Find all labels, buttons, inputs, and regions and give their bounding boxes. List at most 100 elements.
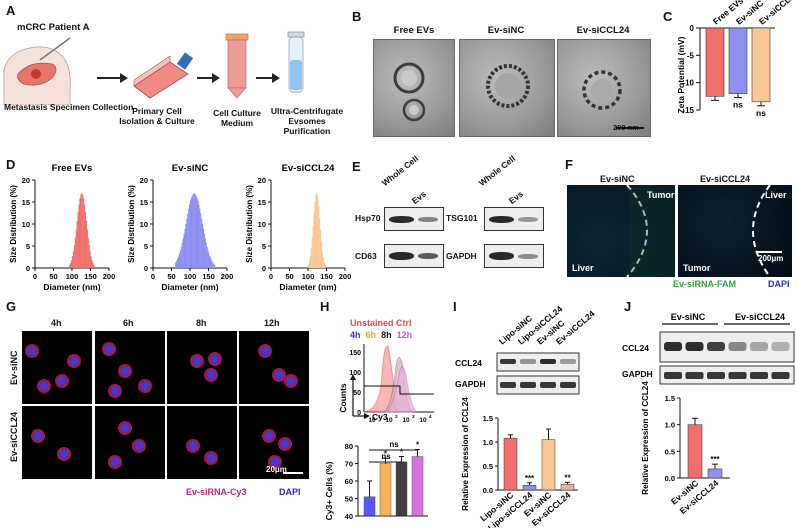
size-dist-bar xyxy=(199,208,201,268)
i-bar xyxy=(541,439,556,491)
size-dist-bar xyxy=(189,204,191,268)
e-label-tsg101: TSG101 xyxy=(446,213,478,223)
size-dist-bar xyxy=(81,193,83,268)
size-dist-bar xyxy=(78,204,80,268)
f-legend-blue: DAPI xyxy=(768,279,790,289)
cy3-ytick-label: 70 xyxy=(345,460,353,469)
cell-nucleus xyxy=(207,454,215,462)
e-label-cd63: CD63 xyxy=(355,251,377,261)
size-dist-bar xyxy=(177,256,180,268)
cy3-bar xyxy=(411,456,424,517)
centrifuge-tube-icon xyxy=(287,31,305,93)
size-dist-bar xyxy=(321,251,323,268)
cy3-bar xyxy=(363,496,376,517)
confocal-image xyxy=(167,331,237,404)
size-dist-xtick-label: 0 xyxy=(269,272,273,281)
svg-text:Cy3: Cy3 xyxy=(372,412,388,422)
e-col-evs-left: Evs xyxy=(409,188,428,206)
i-band-gapdh xyxy=(520,382,536,388)
flow-xtick-exponent: 2 xyxy=(395,414,398,419)
j-band-gapdh xyxy=(771,372,790,379)
size-dist-bar xyxy=(209,256,211,268)
h-legend-4h: 4h xyxy=(350,330,361,340)
j-label-ccl24: CCL24 xyxy=(622,343,649,353)
h-legend-title: Unstained Ctrl xyxy=(350,318,412,328)
size-dist-bar xyxy=(308,260,311,268)
size-dist-bar xyxy=(191,195,193,268)
e-col-evs-right: Evs xyxy=(506,188,525,206)
flow-xtick-label: 10 xyxy=(402,417,410,424)
j-bar xyxy=(707,468,723,479)
g-time-8h: 8h xyxy=(196,318,207,328)
i-ylabel: Relative Expression of CCL24 xyxy=(461,397,470,511)
blot-tsg101 xyxy=(484,207,544,231)
blot-ccl24-j xyxy=(659,331,795,363)
zeta-sig-label: ns xyxy=(756,108,766,118)
e-col-wholecell-right: Whole Cell xyxy=(476,153,518,188)
cell-nucleus xyxy=(111,387,119,395)
size-dist-bar xyxy=(198,204,200,268)
f-tag-tumor-right: Tumor xyxy=(683,263,711,273)
size-dist-ytick-label: 10 xyxy=(22,220,30,229)
size-dist-bar xyxy=(86,229,88,268)
step-label-2: Primary Cell Isolation & Culture xyxy=(119,106,195,126)
size-dist-xlabel: Diameter (nm) xyxy=(161,282,218,292)
j-ytick-label: 1.0 xyxy=(665,421,675,430)
size-dist-bar xyxy=(84,204,86,268)
cy3-ytick-label: 40 xyxy=(345,512,353,521)
size-dist-ytick-label: 15 xyxy=(258,198,266,207)
size-dist-bar xyxy=(180,246,182,268)
cell-nucleus xyxy=(121,367,129,375)
cy3-star: * xyxy=(384,449,388,458)
size-dist-bar xyxy=(186,218,188,268)
flow-xtick-label: 10 xyxy=(419,417,427,424)
cy3-sig-label: ns xyxy=(389,440,399,449)
cell-nucleus xyxy=(40,382,48,390)
medium-tube-icon xyxy=(225,33,249,99)
confocal-image xyxy=(167,406,237,479)
panel-label-j: J xyxy=(624,299,632,314)
panel-label-b: B xyxy=(352,9,362,24)
cy3-star: * xyxy=(400,448,404,457)
size-dist-bar xyxy=(313,212,315,268)
size-dist-bar xyxy=(311,237,313,268)
confocal-image xyxy=(95,331,165,404)
size-dist-bar xyxy=(79,198,81,268)
size-dist-bar xyxy=(182,238,184,268)
i-band-gapdh xyxy=(500,382,516,388)
size-dist-xtick-label: 50 xyxy=(167,272,175,281)
size-dist-bar xyxy=(177,258,179,268)
flow-ytick-label: 50 xyxy=(353,390,361,397)
i-band-gapdh xyxy=(560,382,576,388)
size-dist-xlabel: Diameter (nm) xyxy=(279,282,336,292)
i-ytick-label: 1.0 xyxy=(483,438,493,447)
size-dist-bar xyxy=(72,256,74,268)
j-band-gapdh xyxy=(750,372,768,379)
workflow-illustration xyxy=(3,31,305,105)
cell-nucleus xyxy=(207,371,215,379)
j-bar xyxy=(687,424,703,479)
i-band-ccl24 xyxy=(560,359,576,364)
size-dist-xtick-label: 100 xyxy=(66,272,79,281)
cell-nucleus xyxy=(60,450,68,458)
h-legend-times: 4h 6h 8h 12h xyxy=(350,330,412,340)
j-band-gapdh xyxy=(728,372,747,379)
zeta-ytick-label: -10 xyxy=(682,79,694,88)
cell-nucleus xyxy=(121,424,129,432)
size-dist-xtick-label: 200 xyxy=(221,272,234,281)
j-ytick-label: 0.0 xyxy=(665,474,675,483)
g-time-4h: 4h xyxy=(51,318,62,328)
size-dist-bar xyxy=(212,262,214,268)
f-tag-liver-left: Liver xyxy=(572,263,594,273)
size-dist-xtick-label: 50 xyxy=(285,272,293,281)
panel-label-i: I xyxy=(453,299,457,314)
size-dist-bar xyxy=(202,223,204,268)
size-dist-ytick-label: 5 xyxy=(262,242,266,251)
zeta-bar xyxy=(705,27,725,97)
size-dist-bar xyxy=(178,253,180,268)
size-dist-bar xyxy=(91,260,93,268)
size-dist-bar xyxy=(84,212,87,268)
